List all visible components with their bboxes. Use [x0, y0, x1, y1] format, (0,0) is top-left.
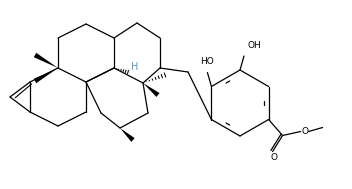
Polygon shape	[120, 128, 135, 142]
Polygon shape	[34, 53, 58, 68]
Text: O: O	[270, 153, 277, 162]
Polygon shape	[143, 83, 159, 97]
Polygon shape	[34, 68, 58, 83]
Text: HO: HO	[201, 57, 214, 67]
Text: H: H	[131, 62, 139, 72]
Text: O: O	[301, 127, 308, 136]
Text: OH: OH	[248, 41, 262, 50]
